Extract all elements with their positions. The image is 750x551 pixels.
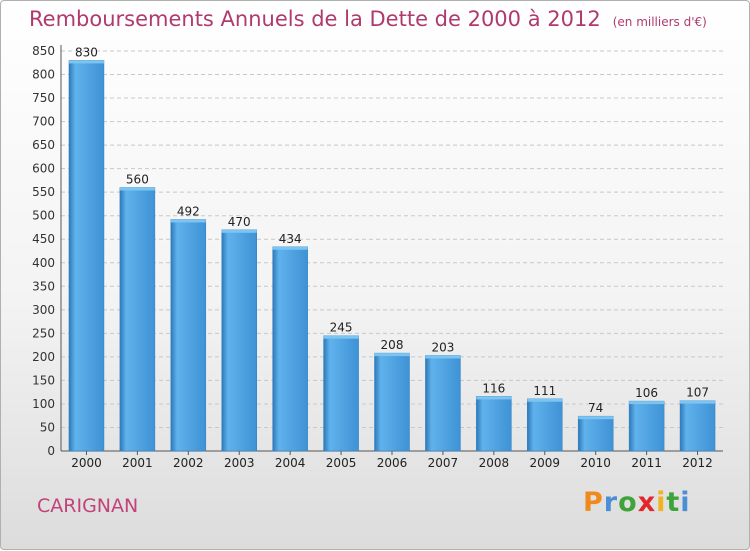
bars (68, 60, 716, 452)
x-tick-label-2004: 2004 (275, 456, 306, 470)
y-tick-label: 550 (32, 185, 55, 199)
x-tick-label-2008: 2008 (479, 456, 510, 470)
logo-letter: o (618, 487, 638, 518)
y-tick-label: 800 (32, 68, 55, 82)
data-label-2010: 74 (588, 401, 603, 415)
bar-highlight (221, 229, 257, 233)
y-tick-label: 500 (32, 209, 55, 223)
x-tick-label-2007: 2007 (428, 456, 459, 470)
bar-highlight (374, 353, 410, 357)
data-label-2002: 492 (177, 204, 200, 218)
y-tick-label: 400 (32, 256, 55, 270)
bar-2011 (628, 400, 665, 452)
bar-2008 (476, 396, 512, 452)
chart-unit-label: (en milliers d'€) (612, 15, 707, 29)
y-tick-label: 450 (32, 232, 55, 246)
x-tick-label-2002: 2002 (173, 456, 204, 470)
bar-highlight (170, 219, 206, 223)
y-tick-label: 100 (32, 397, 55, 411)
x-tick-label-2001: 2001 (122, 456, 153, 470)
data-label-2011: 106 (635, 386, 658, 400)
data-label-2009: 111 (533, 384, 556, 398)
y-tick-label: 600 (32, 162, 55, 176)
data-label-2004: 434 (279, 232, 302, 246)
commune-name: CARIGNAN (37, 495, 139, 517)
bar-2009 (527, 398, 563, 452)
x-tick-label-2009: 2009 (529, 456, 560, 470)
x-tick-label-2011: 2011 (631, 456, 662, 470)
y-tick-label: 700 (32, 115, 55, 129)
bar-2002 (170, 219, 207, 452)
logo-letter: x (637, 487, 657, 518)
y-tick-label: 350 (32, 279, 55, 293)
bar-2004 (272, 246, 308, 452)
x-tick-label-2000: 2000 (71, 456, 102, 470)
bar-highlight (680, 400, 716, 404)
y-tick-label: 150 (32, 373, 55, 387)
bar-highlight (272, 246, 308, 250)
logo-letter: P (583, 487, 604, 518)
logo-letter: i (656, 487, 667, 518)
chart-title: Remboursements Annuels de la Dette de 20… (29, 7, 707, 31)
bar-highlight (476, 396, 512, 400)
bar-2000 (68, 60, 105, 452)
x-tick-label-2010: 2010 (580, 456, 611, 470)
bar-highlight (527, 398, 563, 402)
bar-highlight (119, 187, 155, 191)
proxiti-logo: Proxiti (583, 487, 691, 518)
y-tick-label: 750 (32, 91, 55, 105)
data-label-2005: 245 (330, 321, 353, 335)
data-label-2007: 203 (431, 340, 454, 354)
bar-highlight (68, 60, 104, 64)
x-tick-label-2005: 2005 (326, 456, 357, 470)
data-labels: 830 560 492 470 434 245 208 203 116 111 74 106 107 (75, 45, 709, 415)
data-label-2003: 470 (228, 215, 251, 229)
bar-2005 (323, 335, 359, 452)
data-label-2012: 107 (686, 386, 709, 400)
bar-2006 (374, 352, 410, 452)
data-label-2006: 208 (381, 338, 404, 352)
y-tick-label: 650 (32, 138, 55, 152)
y-tick-label: 0 (47, 444, 55, 458)
data-label-2001: 560 (126, 172, 149, 186)
bar-highlight (425, 355, 461, 359)
logo-letter: i (680, 487, 691, 518)
bar-2003 (221, 229, 257, 452)
data-label-2000: 830 (75, 45, 98, 59)
y-tick-label: 850 (32, 44, 55, 58)
data-label-2008: 116 (482, 381, 505, 395)
y-tick-label: 200 (32, 350, 55, 364)
bar-2012 (679, 400, 716, 452)
bar-2010 (577, 415, 614, 452)
bar-highlight (629, 401, 665, 405)
x-tick-label-2006: 2006 (377, 456, 408, 470)
bar-2007 (425, 355, 461, 452)
y-tick-label: 250 (32, 326, 55, 340)
x-tick-label-2003: 2003 (224, 456, 255, 470)
chart-title-text: Remboursements Annuels de la Dette de 20… (29, 7, 601, 31)
y-tick-label: 50 (40, 420, 55, 434)
y-tick-label: 300 (32, 303, 55, 317)
logo-letter: r (603, 487, 619, 518)
bar-highlight (323, 335, 359, 339)
logo-letter: t (666, 487, 681, 518)
bar-2001 (119, 187, 156, 452)
x-tick-label-2012: 2012 (682, 456, 713, 470)
bar-highlight (578, 416, 614, 420)
